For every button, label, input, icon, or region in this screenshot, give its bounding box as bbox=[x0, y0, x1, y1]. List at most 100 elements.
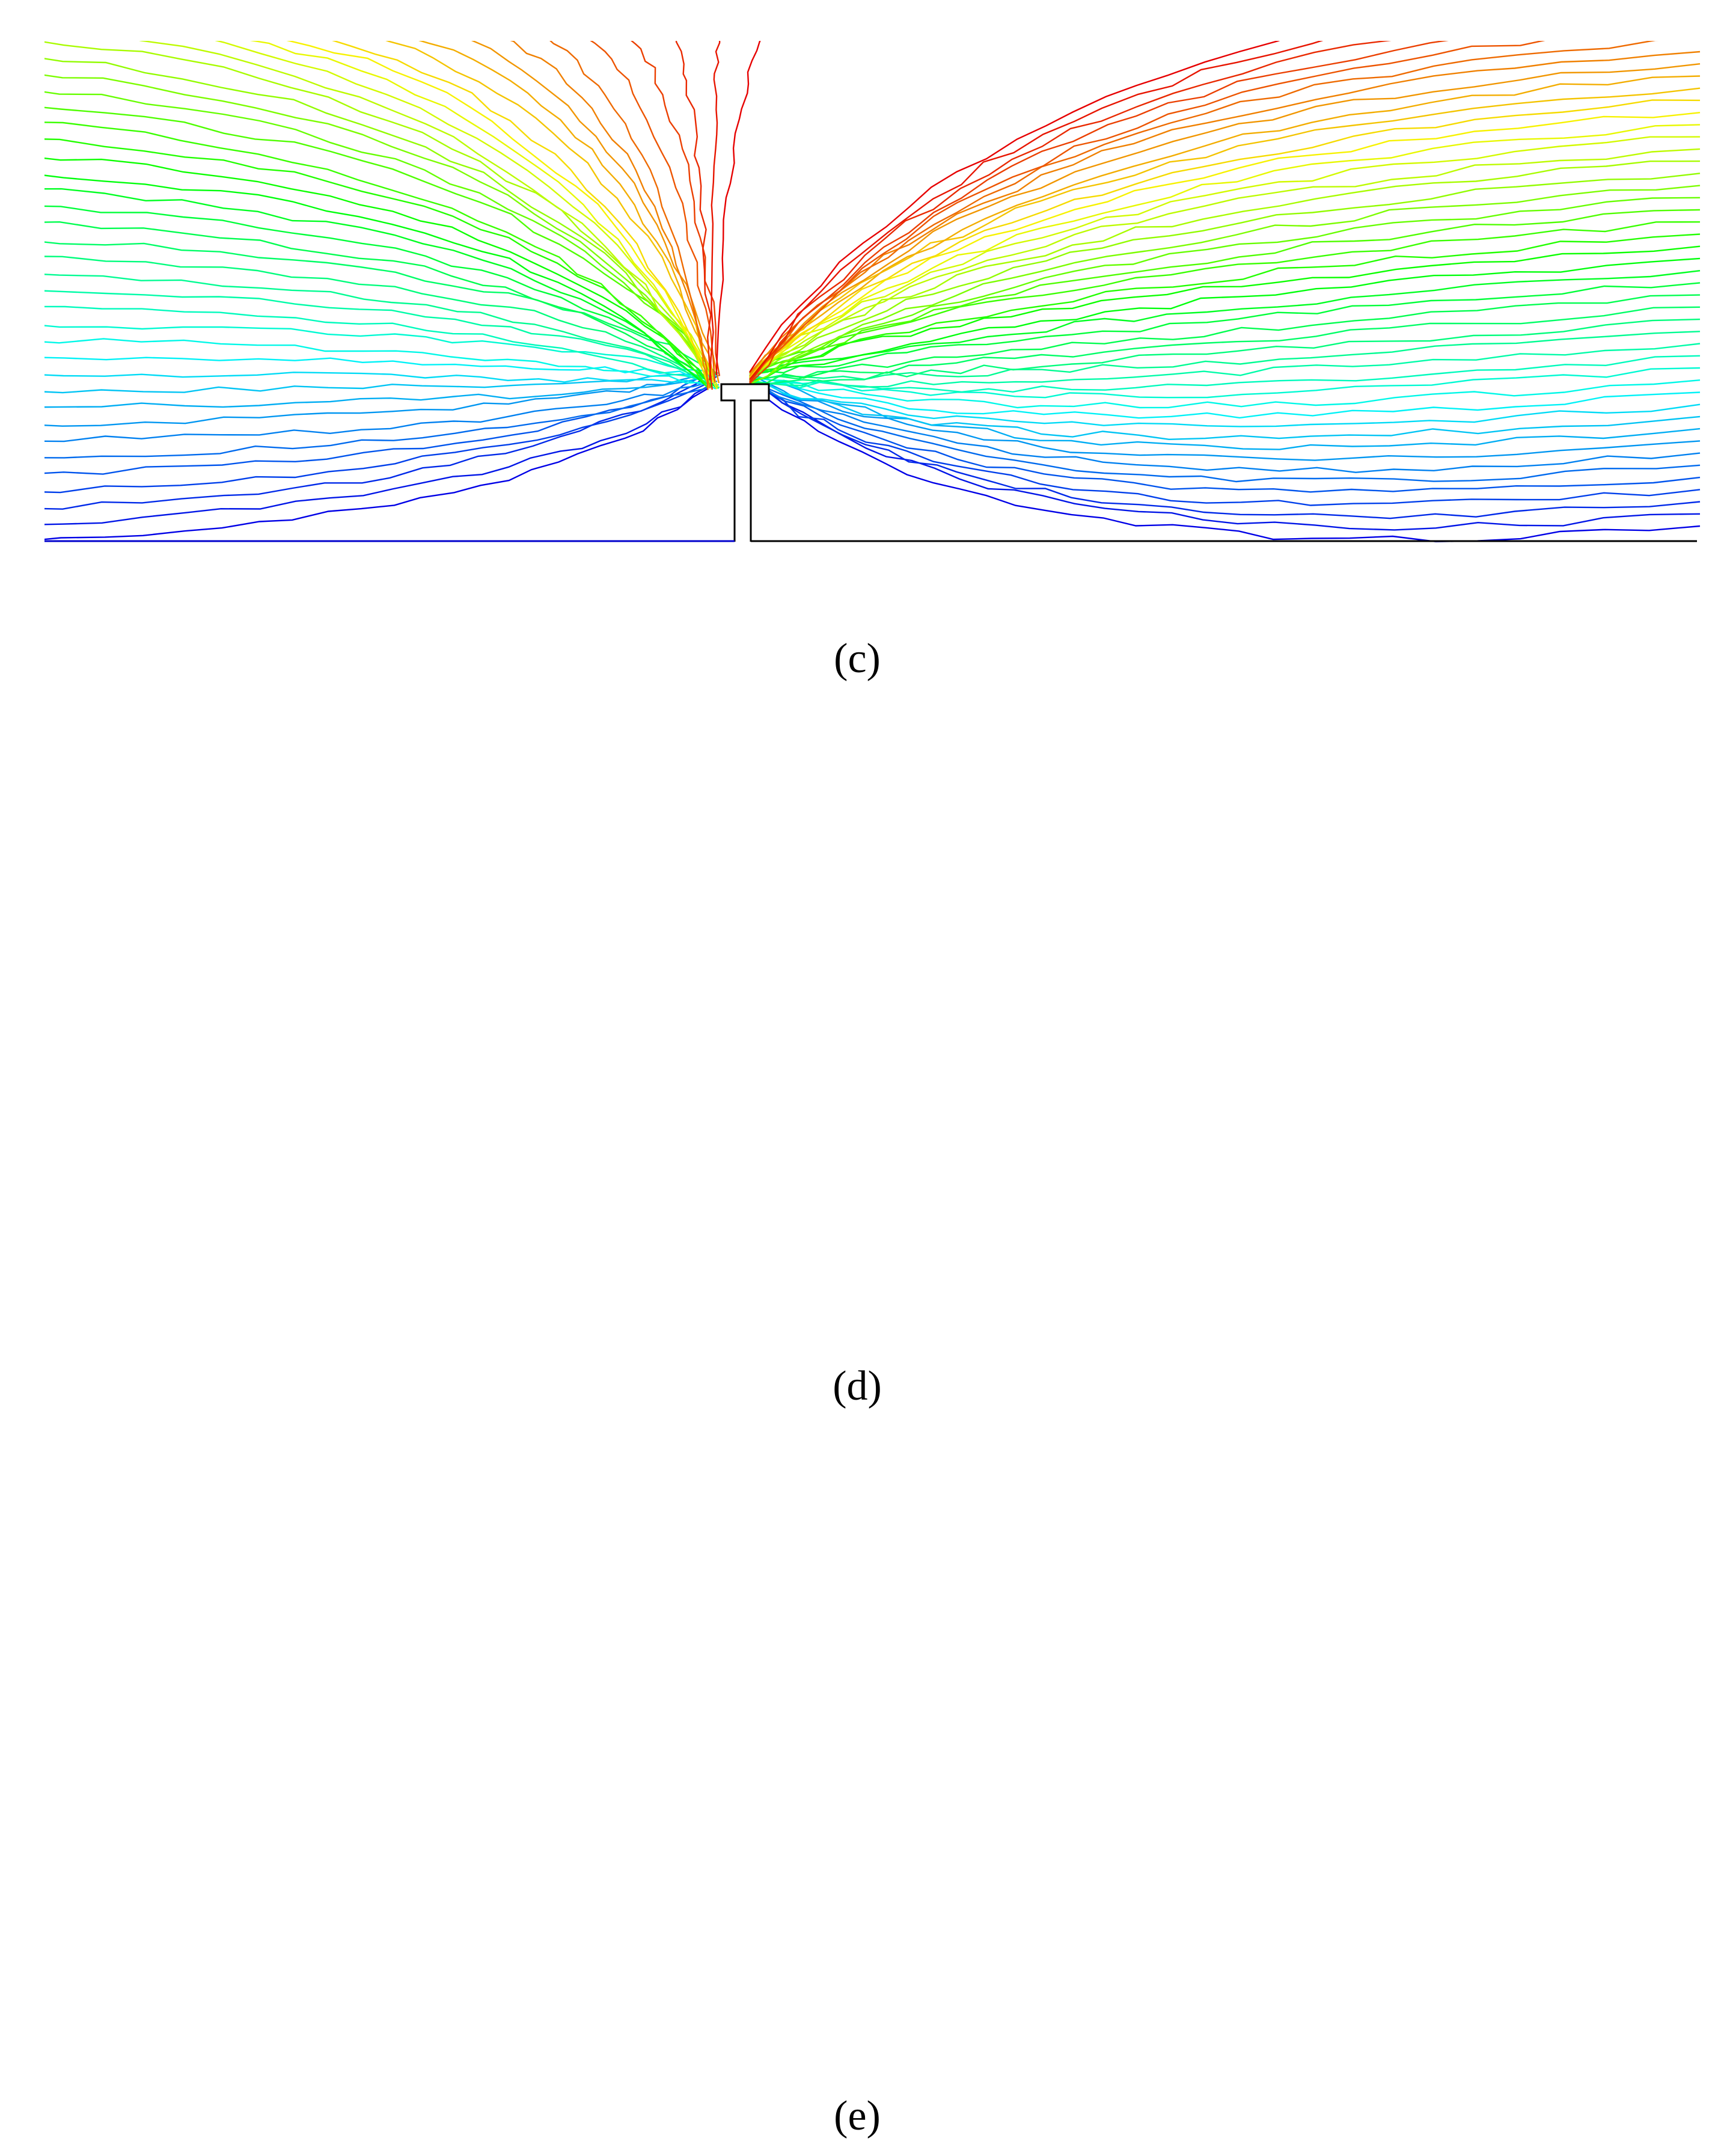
contour-line bbox=[19, 799, 709, 1104]
contour-line bbox=[19, 1068, 706, 1114]
contour-line bbox=[19, 916, 714, 1114]
contour-line bbox=[451, 745, 703, 1112]
contour-line bbox=[19, 1017, 703, 1105]
contour-line bbox=[745, 1059, 1700, 1104]
contour-line bbox=[745, 998, 1700, 1100]
contour-line bbox=[44, 381, 711, 443]
contour-line bbox=[745, 804, 1700, 1109]
contour-line bbox=[749, 63, 1701, 377]
contour-line bbox=[745, 1083, 1700, 1118]
contour-line bbox=[740, 1827, 1700, 1881]
contour-line bbox=[740, 1555, 1700, 1837]
contour-line bbox=[44, 338, 717, 390]
contour-line bbox=[740, 1433, 1700, 1830]
contour-line bbox=[19, 850, 710, 1110]
contour-line bbox=[236, 1472, 705, 1828]
contour-line bbox=[19, 866, 711, 1100]
nozzle bbox=[721, 1112, 769, 1269]
contour-line bbox=[740, 1762, 1700, 1831]
contour-line bbox=[745, 791, 1700, 1109]
contour-line bbox=[745, 1102, 1700, 1199]
contour-line bbox=[740, 1786, 1700, 1834]
contour-line bbox=[745, 1047, 1700, 1110]
contour-line bbox=[44, 158, 712, 387]
contour-line bbox=[19, 1760, 703, 1830]
contour-line bbox=[740, 1834, 1700, 1865]
contour-line bbox=[749, 99, 1701, 379]
contour-line bbox=[740, 1828, 1700, 1903]
contour-line bbox=[558, 1472, 703, 1837]
contour-line bbox=[745, 840, 1700, 1100]
contour-line bbox=[44, 241, 717, 375]
contour-line bbox=[749, 372, 1701, 450]
contour-line bbox=[19, 1110, 703, 1185]
contour-line bbox=[745, 937, 1700, 1106]
contour-line bbox=[740, 1567, 1700, 1833]
contour-line bbox=[289, 745, 704, 1101]
contour-line bbox=[745, 718, 1700, 1106]
contour-line bbox=[128, 745, 711, 1111]
contour-line bbox=[749, 41, 1324, 380]
contour-line bbox=[714, 745, 774, 1115]
contour-line bbox=[749, 124, 1701, 380]
contour-line bbox=[19, 1727, 699, 1833]
contour-line bbox=[19, 1543, 707, 1827]
contour-line bbox=[745, 974, 1700, 1110]
contour-line bbox=[745, 865, 1700, 1107]
contour-line bbox=[19, 1811, 709, 1837]
contour-line bbox=[397, 1472, 708, 1843]
contour-line bbox=[740, 1628, 1700, 1836]
contour-line bbox=[19, 1660, 701, 1839]
contour-lines-inner bbox=[19, 706, 1700, 1269]
contour-line bbox=[182, 1472, 699, 1841]
contour-line bbox=[745, 1106, 1700, 1145]
contour-line bbox=[44, 372, 715, 427]
contour-line bbox=[749, 373, 1701, 461]
contour-line bbox=[19, 1475, 703, 1833]
contour-line bbox=[740, 1725, 1700, 1830]
contour-line bbox=[749, 209, 1701, 381]
contour-line bbox=[749, 257, 1701, 381]
contour-line bbox=[745, 1095, 1700, 1125]
contour-line bbox=[740, 1482, 1700, 1834]
contour-line bbox=[19, 1610, 709, 1831]
contour-line bbox=[44, 58, 714, 380]
contour-line bbox=[19, 1777, 699, 1828]
contour-line bbox=[613, 745, 706, 1112]
contour-line bbox=[745, 1100, 1700, 1208]
contour-line bbox=[745, 889, 1700, 1103]
contour-line bbox=[740, 1445, 1700, 1833]
contour-line bbox=[44, 377, 714, 408]
contour-line bbox=[19, 765, 714, 1101]
contour-line bbox=[740, 1836, 1700, 1961]
contour-line bbox=[44, 375, 719, 494]
contour-line bbox=[745, 1107, 1700, 1221]
contour-line bbox=[249, 41, 709, 379]
contour-line bbox=[749, 148, 1701, 377]
contour-line bbox=[740, 1494, 1700, 1835]
contour-line bbox=[740, 1506, 1700, 1828]
contour-line bbox=[19, 1509, 702, 1843]
contour-line bbox=[19, 899, 715, 1104]
contour-line bbox=[745, 1106, 1700, 1188]
contour-line bbox=[510, 41, 711, 389]
panel-label: (d) bbox=[833, 1363, 882, 1409]
contour-panel bbox=[19, 1433, 1700, 1997]
contour-line bbox=[740, 1531, 1700, 1839]
contour-line bbox=[745, 949, 1700, 1101]
contour-line bbox=[332, 41, 711, 389]
contour-line bbox=[19, 1118, 711, 1269]
contour-line bbox=[19, 1593, 702, 1842]
contour-line bbox=[740, 1543, 1700, 1835]
contour-line bbox=[706, 1472, 720, 1828]
contour-line bbox=[740, 1664, 1700, 1833]
contour-line bbox=[19, 1831, 699, 1962]
contour-line bbox=[748, 41, 1280, 373]
contour-line bbox=[745, 1071, 1700, 1115]
contour-line bbox=[740, 1831, 1700, 1984]
contour-line bbox=[505, 1472, 709, 1842]
contour-line bbox=[19, 1526, 705, 1833]
contour-line bbox=[745, 755, 1700, 1109]
contour-line bbox=[740, 1518, 1700, 1835]
contour-line bbox=[749, 331, 1701, 381]
